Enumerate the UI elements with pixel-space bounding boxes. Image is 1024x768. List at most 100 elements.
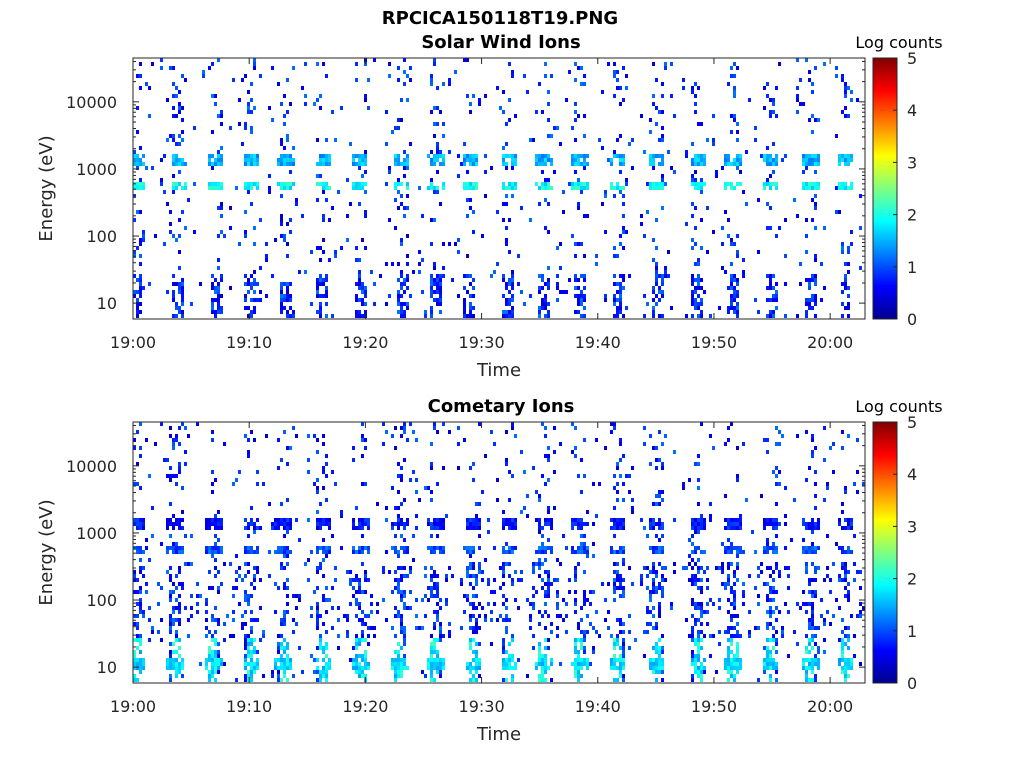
- spectrogram-cell: [766, 658, 769, 662]
- spectrogram-cell: [553, 470, 556, 474]
- spectrogram-cell: [694, 94, 697, 98]
- spectrogram-cell: [823, 498, 826, 502]
- spectrogram-cell: [694, 518, 697, 522]
- spectrogram-cell: [727, 562, 730, 566]
- spectrogram-cell: [322, 294, 325, 298]
- spectrogram-cell: [361, 182, 364, 186]
- spectrogram-cell: [361, 154, 364, 158]
- spectrogram-cell: [463, 438, 466, 442]
- spectrogram-cell: [430, 294, 433, 298]
- spectrogram-cell: [220, 206, 223, 210]
- spectrogram-cell: [250, 298, 253, 302]
- spectrogram-cell: [775, 678, 778, 682]
- spectrogram-cell: [772, 626, 775, 630]
- spectrogram-cell: [763, 86, 766, 90]
- spectrogram-cell: [337, 618, 340, 622]
- spectrogram-cell: [439, 290, 442, 294]
- spectrogram-cell: [757, 602, 760, 606]
- spectrogram-cell: [136, 662, 139, 666]
- spectrogram-cell: [766, 94, 769, 98]
- spectrogram-cell: [217, 258, 220, 262]
- spectrogram-cell: [652, 582, 655, 586]
- spectrogram-cell: [544, 434, 547, 438]
- spectrogram-cell: [538, 186, 541, 190]
- spectrogram-cell: [658, 614, 661, 618]
- spectrogram-cell: [325, 610, 328, 614]
- spectrogram-cell: [142, 518, 145, 522]
- spectrogram-cell: [769, 586, 772, 590]
- spectrogram-cell: [811, 578, 814, 582]
- spectrogram-cell: [580, 518, 583, 522]
- spectrogram-cell: [772, 610, 775, 614]
- spectrogram-cell: [574, 286, 577, 290]
- spectrogram-cell: [811, 646, 814, 650]
- spectrogram-cell: [814, 578, 817, 582]
- spectrogram-cell: [190, 614, 193, 618]
- spectrogram-cell: [712, 230, 715, 234]
- spectrogram-cell: [442, 186, 445, 190]
- spectrogram-cell: [757, 574, 760, 578]
- spectrogram-cell: [175, 662, 178, 666]
- spectrogram-cell: [730, 542, 733, 546]
- spectrogram-cell: [430, 310, 433, 314]
- spectrogram-cell: [472, 606, 475, 610]
- spectrogram-cell: [841, 182, 844, 186]
- spectrogram-cell: [586, 186, 589, 190]
- spectrogram-cell: [214, 162, 217, 166]
- spectrogram-cell: [619, 630, 622, 634]
- spectrogram-cell: [160, 618, 163, 622]
- spectrogram-cell: [577, 178, 580, 182]
- spectrogram-cell: [199, 662, 202, 666]
- spectrogram-cell: [364, 662, 367, 666]
- spectrogram-cell: [250, 626, 253, 630]
- spectrogram-cell: [574, 646, 577, 650]
- spectrogram-cell: [283, 234, 286, 238]
- spectrogram-cell: [133, 482, 136, 486]
- spectrogram-cell: [181, 658, 184, 662]
- spectrogram-cell: [703, 634, 706, 638]
- spectrogram-cell: [808, 578, 811, 582]
- spectrogram-cell: [133, 522, 136, 526]
- spectrogram-cell: [547, 638, 550, 642]
- spectrogram-cell: [697, 530, 700, 534]
- spectrogram-cell: [280, 290, 283, 294]
- spectrogram-cell: [433, 658, 436, 662]
- spectrogram-cell: [502, 186, 505, 190]
- spectrogram-cell: [652, 586, 655, 590]
- spectrogram-cell: [364, 574, 367, 578]
- spectrogram-cell: [838, 162, 841, 166]
- spectrogram-cell: [472, 522, 475, 526]
- spectrogram-cell: [397, 582, 400, 586]
- spectrogram-cell: [220, 582, 223, 586]
- spectrogram-cell: [547, 278, 550, 282]
- spectrogram-cell: [691, 602, 694, 606]
- spectrogram-cell: [835, 134, 838, 138]
- spectrogram-cell: [583, 474, 586, 478]
- spectrogram-cell: [250, 110, 253, 114]
- spectrogram-cell: [772, 546, 775, 550]
- spectrogram-cell: [736, 314, 739, 318]
- spectrogram-cell: [733, 526, 736, 530]
- spectrogram-cell: [160, 158, 163, 162]
- spectrogram-cell: [343, 614, 346, 618]
- spectrogram-cell: [310, 654, 313, 658]
- spectrogram-cell: [292, 66, 295, 70]
- spectrogram-cell: [787, 566, 790, 570]
- spectrogram-cell: [655, 466, 658, 470]
- spectrogram-cell: [835, 210, 838, 214]
- spectrogram-cell: [772, 274, 775, 278]
- spectrogram-cell: [844, 282, 847, 286]
- spectrogram-cell: [355, 294, 358, 298]
- spectrogram-cell: [583, 542, 586, 546]
- spectrogram-cell: [721, 582, 724, 586]
- spectrogram-cell: [472, 630, 475, 634]
- spectrogram-cell: [397, 206, 400, 210]
- spectrogram-cell: [403, 550, 406, 554]
- spectrogram-cell: [661, 174, 664, 178]
- spectrogram-cell: [364, 150, 367, 154]
- spectrogram-cell: [175, 634, 178, 638]
- spectrogram-cell: [355, 62, 358, 66]
- spectrogram-cell: [562, 598, 565, 602]
- spectrogram-cell: [694, 562, 697, 566]
- spectrogram-cell: [541, 586, 544, 590]
